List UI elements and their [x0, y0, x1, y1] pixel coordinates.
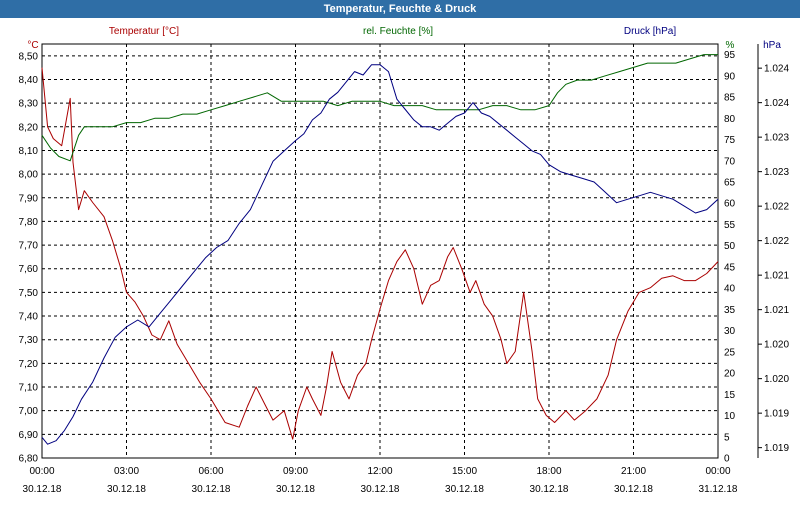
- pressure-tick-label: 1.024: [764, 64, 789, 75]
- humidity-tick-label: 65: [724, 178, 736, 189]
- chart-title: Temperatur, Feuchte & Druck: [0, 0, 800, 18]
- humidity-tick-label: 50: [724, 241, 736, 252]
- left-tick-label: 8,20: [19, 122, 39, 133]
- humidity-line: [41, 54, 718, 162]
- x-tick-date: 30.12.18: [614, 484, 653, 495]
- left-tick-label: 7,20: [19, 359, 39, 370]
- left-tick-label: 8,40: [19, 75, 39, 86]
- humidity-tick-label: 90: [724, 71, 736, 82]
- humidity-tick-label: 30: [724, 326, 736, 337]
- humidity-tick-label: 70: [724, 156, 736, 167]
- x-tick-date: 30.12.18: [276, 484, 315, 495]
- x-tick-time: 15:00: [452, 466, 477, 477]
- x-tick-date: 30.12.18: [192, 484, 231, 495]
- humidity-tick-label: 95: [724, 50, 736, 61]
- humidity-tick-label: 25: [724, 347, 736, 358]
- pressure-axis-ticks: 1.024 1.024 1.023 1.023 1.022 1.022 1.021 1.021…: [757, 44, 789, 458]
- humidity-tick-label: 15: [724, 390, 736, 401]
- humidity-tick-label: 10: [724, 411, 736, 422]
- pressure-tick-label: 1.022: [764, 202, 789, 213]
- pressure-tick-label: 1.023: [764, 133, 789, 144]
- humidity-tick-label: 20: [724, 369, 736, 380]
- x-tick-date: 30.12.18: [361, 484, 400, 495]
- x-tick-time: 00:00: [705, 466, 730, 477]
- humidity-tick-label: 75: [724, 135, 736, 146]
- left-tick-label: 7,90: [19, 193, 39, 204]
- left-tick-label: 6,90: [19, 430, 39, 441]
- x-tick-time: 09:00: [283, 466, 308, 477]
- humidity-tick-label: 85: [724, 93, 736, 104]
- humidity-axis-unit: %: [726, 40, 735, 51]
- pressure-tick-label: 1.021: [764, 305, 789, 316]
- left-axis-ticks: 8,50 8,40 8,30 8,20 8,10 8,00 7,90 7,80 7,70 7,60…: [19, 51, 39, 464]
- humidity-tick-label: 40: [724, 284, 736, 295]
- left-tick-label: 7,60: [19, 264, 39, 275]
- pressure-tick-label: 1.020: [764, 374, 789, 385]
- x-tick-time: 12:00: [367, 466, 392, 477]
- temperature-axis-label: Temperatur [°C]: [109, 26, 179, 37]
- left-tick-label: 8,10: [19, 146, 39, 157]
- pressure-tick-label: 1.019: [764, 443, 789, 454]
- left-tick-label: 8,50: [19, 51, 39, 62]
- left-tick-label: 7,70: [19, 241, 39, 252]
- pressure-axis-label: Druck [hPa]: [624, 26, 676, 37]
- left-axis-unit: °C: [27, 40, 38, 51]
- left-tick-label: 7,30: [19, 335, 39, 346]
- pressure-tick-label: 1.021: [764, 271, 789, 282]
- left-tick-label: 7,40: [19, 312, 39, 323]
- temperature-line: [41, 67, 719, 440]
- pressure-tick-label: 1.023: [764, 167, 789, 178]
- humidity-axis-label: rel. Feuchte [%]: [363, 26, 433, 37]
- x-tick-time: 18:00: [536, 466, 561, 477]
- humidity-tick-label: 55: [724, 220, 736, 231]
- series-lines: [41, 54, 719, 445]
- pressure-line: [41, 64, 719, 445]
- pressure-tick-label: 1.022: [764, 236, 789, 247]
- left-tick-label: 8,00: [19, 170, 39, 181]
- pressure-axis-unit: hPa: [763, 40, 781, 51]
- chart-area: 8,50 8,40 8,30 8,20 8,10 8,00 7,90 7,80 7,70 7,60…: [0, 18, 800, 500]
- x-tick-date: 30.12.18: [445, 484, 484, 495]
- left-tick-label: 7,80: [19, 217, 39, 228]
- left-tick-label: 6,80: [19, 454, 39, 465]
- left-tick-label: 8,30: [19, 99, 39, 110]
- x-axis-ticks: 00:00 30.12.18 03:00 30.12.18 06:00 30.12.18 0…: [23, 466, 738, 495]
- line-chart: 8,50 8,40 8,30 8,20 8,10 8,00 7,90 7,80 7,70 7,60…: [19, 26, 790, 495]
- pressure-tick-label: 1.019: [764, 409, 789, 420]
- x-tick-time: 06:00: [198, 466, 223, 477]
- x-tick-date: 30.12.18: [530, 484, 569, 495]
- x-tick-time: 03:00: [114, 466, 139, 477]
- humidity-tick-label: 45: [724, 262, 736, 273]
- grid-lines: [41, 43, 719, 459]
- pressure-tick-label: 1.024: [764, 98, 789, 109]
- humidity-tick-label: 80: [724, 114, 736, 125]
- x-tick-time: 21:00: [621, 466, 646, 477]
- humidity-tick-label: 35: [724, 305, 736, 316]
- x-tick-date: 31.12.18: [699, 484, 738, 495]
- x-tick-date: 30.12.18: [23, 484, 62, 495]
- x-tick-time: 00:00: [29, 466, 54, 477]
- humidity-tick-label: 0: [724, 454, 730, 465]
- left-tick-label: 7,10: [19, 383, 39, 394]
- left-tick-label: 7,50: [19, 288, 39, 299]
- x-tick-date: 30.12.18: [107, 484, 146, 495]
- humidity-tick-label: 60: [724, 199, 736, 210]
- left-tick-label: 7,00: [19, 406, 39, 417]
- pressure-tick-label: 1.020: [764, 340, 789, 351]
- humidity-tick-label: 5: [724, 432, 730, 443]
